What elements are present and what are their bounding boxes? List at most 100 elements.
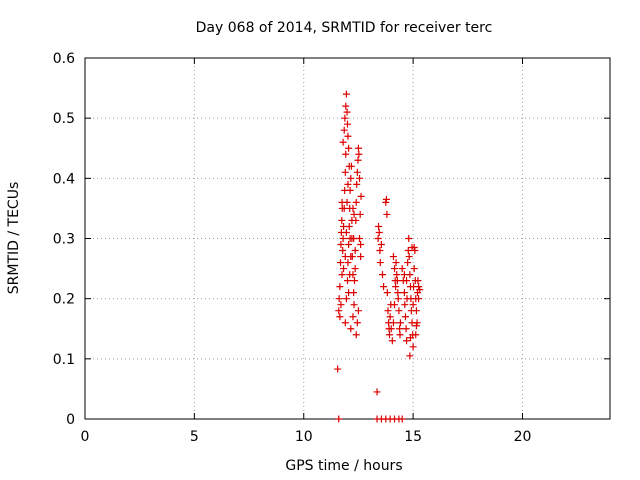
data-point xyxy=(412,322,420,330)
y-tick-label: 0.4 xyxy=(53,171,75,187)
data-point xyxy=(340,265,348,273)
data-point xyxy=(347,325,355,333)
data-point xyxy=(350,301,358,309)
data-point xyxy=(346,186,354,194)
data-point xyxy=(407,334,414,342)
data-point xyxy=(350,210,358,218)
data-point xyxy=(354,156,362,164)
data-point xyxy=(345,222,353,230)
data-point xyxy=(374,235,382,242)
data-point xyxy=(405,253,413,261)
x-tick-label: 10 xyxy=(295,429,313,445)
data-point xyxy=(335,415,343,423)
data-point xyxy=(335,307,343,315)
data-point xyxy=(406,352,414,360)
data-point xyxy=(356,174,364,182)
data-point xyxy=(387,325,395,333)
data-point xyxy=(344,277,351,285)
data-point xyxy=(396,325,404,333)
y-tick-label: 0.3 xyxy=(53,232,75,248)
data-point xyxy=(376,247,384,255)
data-point xyxy=(383,289,391,297)
data-point xyxy=(349,313,357,321)
data-point xyxy=(392,259,400,267)
data-point xyxy=(355,150,363,158)
data-point xyxy=(380,283,388,291)
data-point xyxy=(386,331,393,339)
data-point xyxy=(346,271,354,279)
data-point xyxy=(339,247,347,255)
data-point xyxy=(382,195,390,203)
data-point xyxy=(409,343,417,351)
data-point xyxy=(403,337,411,345)
data-point xyxy=(379,271,386,279)
data-point xyxy=(391,265,399,273)
y-tick-label: 0.6 xyxy=(53,51,75,67)
data-point xyxy=(341,253,349,261)
data-point xyxy=(334,365,342,373)
y-tick-label: 0 xyxy=(66,412,75,428)
data-point xyxy=(336,283,344,291)
data-point xyxy=(400,289,408,297)
data-point xyxy=(344,259,352,267)
data-point xyxy=(344,120,351,128)
data-point xyxy=(356,235,364,242)
data-point xyxy=(341,319,349,327)
data-point xyxy=(354,144,362,152)
x-tick-label: 0 xyxy=(81,429,90,445)
data-point xyxy=(352,198,360,206)
data-point xyxy=(338,216,346,224)
data-point xyxy=(344,180,352,188)
data-point xyxy=(345,289,353,297)
data-point xyxy=(348,216,356,224)
data-point xyxy=(401,313,409,321)
data-point xyxy=(349,204,357,212)
data-point xyxy=(357,241,365,249)
data-point xyxy=(342,102,350,110)
data-point xyxy=(414,277,422,285)
data-point xyxy=(413,319,421,327)
data-point xyxy=(382,198,390,206)
data-point xyxy=(339,138,347,146)
y-tick-label: 0.2 xyxy=(53,292,75,308)
data-point xyxy=(375,228,383,236)
data-point xyxy=(357,192,365,200)
data-point xyxy=(344,132,352,140)
data-point xyxy=(396,319,404,327)
data-point xyxy=(393,271,401,279)
data-point xyxy=(342,150,350,158)
data-point xyxy=(398,415,406,423)
data-point xyxy=(341,114,349,122)
data-point xyxy=(391,277,399,285)
data-point xyxy=(375,222,383,230)
data-point xyxy=(353,319,361,327)
data-point xyxy=(342,90,350,98)
x-axis-label: GPS time / hours xyxy=(285,458,402,474)
data-point xyxy=(394,295,402,303)
data-point xyxy=(402,325,410,333)
chart-title: Day 068 of 2014, SRMTID for receiver ter… xyxy=(196,20,493,36)
y-tick-label: 0.5 xyxy=(53,111,75,127)
data-point xyxy=(396,331,404,339)
data-point xyxy=(384,307,392,315)
y-axis-label: SRMTID / TECUs xyxy=(6,182,22,295)
data-point xyxy=(347,162,355,170)
data-point xyxy=(341,168,349,176)
data-point xyxy=(338,271,346,279)
data-point xyxy=(345,144,353,152)
data-point xyxy=(416,286,424,294)
data-point xyxy=(415,295,423,303)
data-point xyxy=(401,301,409,309)
data-point xyxy=(342,228,350,236)
data-point xyxy=(337,259,344,267)
data-point xyxy=(412,307,420,315)
data-point xyxy=(345,241,353,249)
data-point xyxy=(398,265,406,273)
x-tick-label: 15 xyxy=(404,429,422,445)
data-point xyxy=(340,126,348,134)
data-point xyxy=(391,301,399,309)
grid-layer xyxy=(85,58,610,419)
data-point xyxy=(389,319,397,327)
points-layer xyxy=(334,90,424,423)
